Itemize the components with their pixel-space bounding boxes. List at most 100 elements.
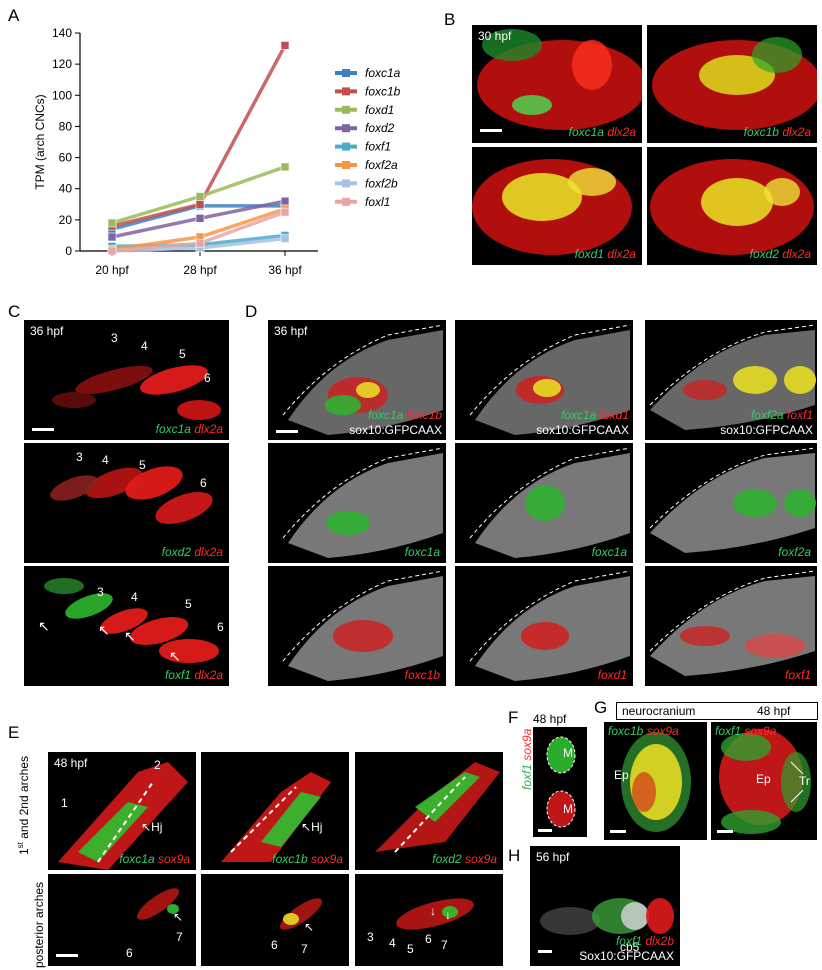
legend-label-foxf2b: foxf2b (365, 176, 398, 190)
e5-arch-6: 6 (271, 938, 278, 952)
c3-arch-3: 3 (97, 585, 104, 599)
data-point-foxd2 (280, 196, 290, 206)
h-caption: foxf1 dlx2b (615, 934, 674, 948)
c2-caption: foxd2 dlx2a (161, 545, 223, 559)
e6-arch-7: 7 (441, 938, 448, 952)
c1-arch-6: 6 (204, 371, 211, 385)
c1-arch-3: 3 (111, 331, 118, 345)
g2-caption: foxf1 sox9a (715, 724, 777, 738)
data-point-foxd1 (195, 192, 205, 201)
b2-caption: foxc1b dlx2a (743, 125, 811, 139)
data-point-foxl1 (280, 207, 290, 217)
scale-bar (538, 829, 552, 832)
micrograph-b4: foxd2 dlx2a (647, 147, 817, 265)
d-stage: 36 hpf (274, 324, 308, 338)
b3-caption: foxd1 dlx2a (574, 247, 636, 261)
d1-red-caption: foxc1b (404, 668, 440, 682)
y-tick-label: 0 (65, 244, 72, 258)
x-tick-label: 20 hpf (95, 263, 129, 277)
c3-arch-5: 5 (185, 597, 192, 611)
micrograph-d-col1-red: foxc1b (268, 566, 446, 686)
e2-hj: ↖Hj (301, 820, 323, 834)
legend-marker-foxd1 (342, 105, 350, 114)
h-transgene: Sox10:GFPCAAX (579, 949, 674, 963)
panel-label-b: B (444, 10, 456, 29)
f-m-bottom: M (563, 802, 573, 816)
d1-transgene: sox10:GFPCAAX (349, 423, 442, 437)
d3-transgene: sox10:GFPCAAX (720, 423, 813, 437)
legend-label-foxf2a: foxf2a (365, 158, 398, 172)
legend-marker-foxf2b (342, 179, 350, 188)
micrograph-c1: 36 hpf 3 4 5 6 foxc1a dlx2a (24, 320, 229, 440)
e1-arch-1: 1 (61, 796, 68, 810)
panel-label-h: H (508, 846, 521, 865)
legend-marker-foxc1a (342, 69, 350, 77)
y-tick-label: 40 (59, 182, 73, 196)
x-tick-label: 28 hpf (183, 263, 217, 277)
legend-label-foxl1: foxl1 (365, 195, 390, 209)
micrograph-e4: ↖ 7 6 (48, 874, 196, 966)
data-point-foxf2b (280, 234, 290, 243)
micrograph-e1: 48 hpf 1 2 ↖Hj foxc1a sox9a (48, 752, 196, 870)
panel-label-g: G (594, 698, 608, 717)
legend-label-foxf1: foxf1 (365, 140, 391, 154)
e2-caption: foxc1b sox9a (272, 852, 343, 866)
e6-arch-4: 4 (389, 936, 396, 950)
b-stage: 30 hpf (478, 29, 512, 43)
legend-marker-foxd2 (342, 124, 350, 133)
c2-arch-5: 5 (139, 458, 146, 472)
e5-arch-7: 7 (301, 942, 308, 956)
g2-ep: Ep (756, 772, 771, 786)
f-stage: 48 hpf (533, 712, 567, 726)
data-point-foxc1b (195, 199, 205, 209)
micrograph-d-col3-green: foxf2a (645, 443, 817, 563)
micrograph-e2: ↖Hj foxc1b sox9a (201, 752, 349, 870)
legend-label-foxc1a: foxc1a (365, 66, 401, 80)
b4-caption: foxd2 dlx2a (749, 247, 811, 261)
legend-label-foxc1b: foxc1b (365, 84, 401, 98)
micrograph-d-col2-merge: foxc1a foxd1 sox10:GFPCAAX (455, 320, 633, 440)
y-tick-label: 100 (52, 88, 72, 102)
micrograph-c2: 3 4 5 6 foxd2 dlx2a (24, 443, 229, 563)
c2-arch-6: 6 (200, 476, 207, 490)
d2-green-caption: foxc1a (591, 545, 627, 559)
data-point-foxd2 (107, 232, 117, 242)
c2-arch-4: 4 (102, 453, 109, 467)
g-region: neurocranium (622, 704, 696, 718)
legend-marker-foxc1b (342, 87, 350, 96)
g-stage: 48 hpf (757, 704, 791, 718)
scale-bar (610, 830, 626, 833)
micrograph-b2: foxc1b dlx2a (647, 25, 817, 143)
c3-caption: foxf1 dlx2a (164, 668, 223, 682)
y-tick-label: 80 (59, 119, 73, 133)
micrograph-d-col2-green: foxc1a (455, 443, 633, 563)
d2-red-caption: foxd1 (597, 668, 627, 682)
d3-green-caption: foxf2a (778, 545, 811, 559)
micrograph-b3: foxd1 dlx2a (472, 147, 642, 265)
d1-green-caption: foxc1a (404, 545, 440, 559)
e6-arch-5: 5 (407, 942, 414, 956)
d1-caption: foxc1a foxc1b (367, 408, 442, 422)
d3-red-caption: foxf1 (784, 668, 811, 682)
g1-caption: foxc1b sox9a (608, 724, 679, 738)
micrograph-d-col3-red: foxf1 (645, 566, 817, 686)
scale-bar (56, 954, 78, 957)
legend-marker-foxf2a (342, 161, 350, 169)
scale-bar (538, 950, 552, 953)
micrograph-h: 56 hpf cb5 foxf1 dlx2b Sox10:GFPCAAX (530, 846, 680, 966)
legend-marker-foxl1 (342, 197, 350, 206)
micrograph-d-col1-green: foxc1a (268, 443, 446, 563)
micrograph-d-col1-merge: 36 hpf foxc1a foxc1b sox10:GFPCAAX (268, 320, 446, 440)
panel-label-d: D (245, 302, 258, 321)
data-point-foxd1 (107, 218, 117, 228)
micrograph-e3: foxd2 sox9a (355, 752, 503, 870)
scale-bar (717, 830, 733, 833)
micrograph-b1: 30 hpf foxc1a dlx2a (472, 25, 642, 143)
c1-caption: foxc1a dlx2a (155, 422, 223, 436)
scale-bar (480, 129, 502, 132)
panel-label-e: E (8, 723, 20, 742)
arrow-icon: ↖ (173, 910, 184, 924)
h-cb5: cb5 (620, 940, 640, 954)
g1-ep: Ep (614, 768, 629, 782)
legend-label-foxd1: foxd1 (365, 103, 394, 117)
